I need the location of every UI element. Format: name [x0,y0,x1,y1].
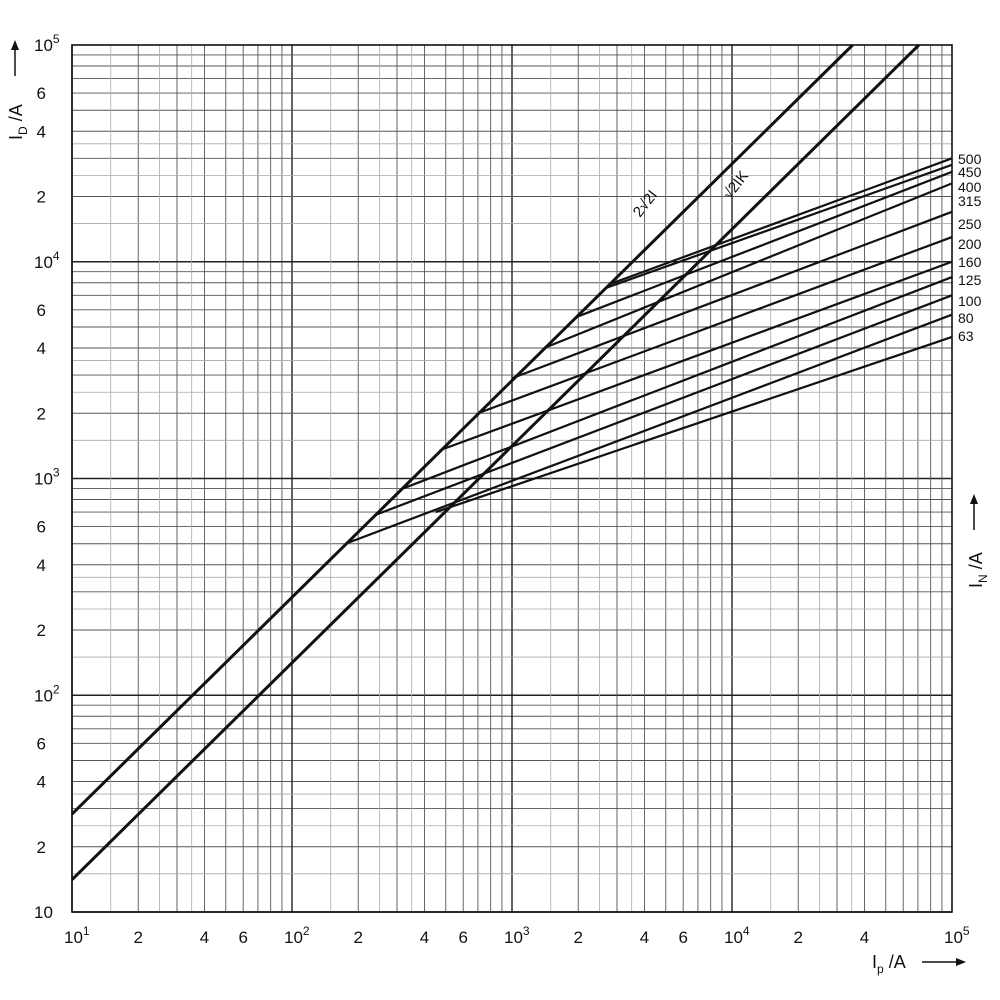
y-tick-label: 2 [37,188,46,207]
side-axis-arrow-head [970,494,978,504]
side-axis-label: IN /A [966,552,990,588]
grid [71,45,952,913]
x-tick-label: 102 [284,924,310,947]
series-label-250: 250 [958,216,982,232]
series-line-450 [606,163,953,289]
axis-labels: Ip /A ID /A IN /A [6,40,990,976]
x-tick-labels: 101 2 4 6 102 2 4 6 103 2 4 6 104 2 4 105 [64,924,970,947]
x-tick-label: 2 [793,928,802,947]
reference-lines: 2√2I√2IK [70,43,920,881]
series-label-450: 450 [958,164,982,180]
x-tick-label: 101 [64,924,90,947]
reference-line-1 [70,43,854,816]
series-label-400: 400 [958,179,982,195]
y-tick-label: 6 [37,734,46,753]
y-tick-label: 4 [37,122,46,141]
series-label-100: 100 [958,293,982,309]
y-tick-label: 2 [37,838,46,857]
series-line-500 [609,157,953,285]
x-tick-label: 2 [573,928,582,947]
series-line-400 [577,170,953,318]
series-line-250 [511,210,953,380]
series-label-63: 63 [958,328,974,344]
series-label-160: 160 [958,254,982,270]
x-tick-label: 2 [133,928,142,947]
series-label-315: 315 [958,193,982,209]
x-tick-label: 104 [724,924,750,947]
series-label-80: 80 [958,310,974,326]
series-label-125: 125 [958,272,982,288]
series-line-100 [375,294,953,516]
series-label-200: 200 [958,236,982,252]
y-tick-label: 4 [37,556,46,575]
y-tick-label: 10 [34,903,53,922]
y-axis-arrow-head [11,40,19,50]
x-tick-label: 2 [353,928,362,947]
y-tick-label: 103 [34,466,60,489]
y-tick-label: 105 [34,32,60,55]
x-tick-label: 4 [420,928,429,947]
y-tick-label: 4 [37,773,46,792]
x-tick-label: 4 [200,928,209,947]
series-line-160 [439,260,953,452]
x-tick-label: 6 [678,928,687,947]
y-tick-label: 2 [37,404,46,423]
y-tick-label: 6 [37,518,46,537]
y-tick-label: 104 [34,249,60,272]
x-tick-label: 6 [238,928,247,947]
reference-line-label: 2√2I [630,187,661,220]
x-tick-label: 6 [458,928,467,947]
series-line-63 [435,335,953,514]
series-label-500: 500 [958,151,982,167]
y-tick-label: 102 [34,682,60,705]
y-tick-label: 6 [37,84,46,103]
series-line-80 [345,313,953,545]
x-axis-label: Ip /A [872,952,906,976]
x-tick-label: 105 [944,924,970,947]
x-tick-label: 4 [860,928,869,947]
y-axis-label: ID /A [6,104,30,140]
reference-line-2 [70,43,920,881]
y-tick-label: 2 [37,621,46,640]
series-line-200 [477,236,953,415]
plot-frame [71,44,953,913]
y-tick-label: 6 [37,301,46,320]
plot-border [71,44,953,913]
series-lines [345,157,953,545]
x-tick-label: 4 [640,928,649,947]
x-axis-arrow-head [956,958,966,966]
series-line-125 [402,276,953,490]
y-tick-label: 4 [37,339,46,358]
series-line-315 [543,182,953,350]
x-tick-label: 103 [504,924,530,947]
